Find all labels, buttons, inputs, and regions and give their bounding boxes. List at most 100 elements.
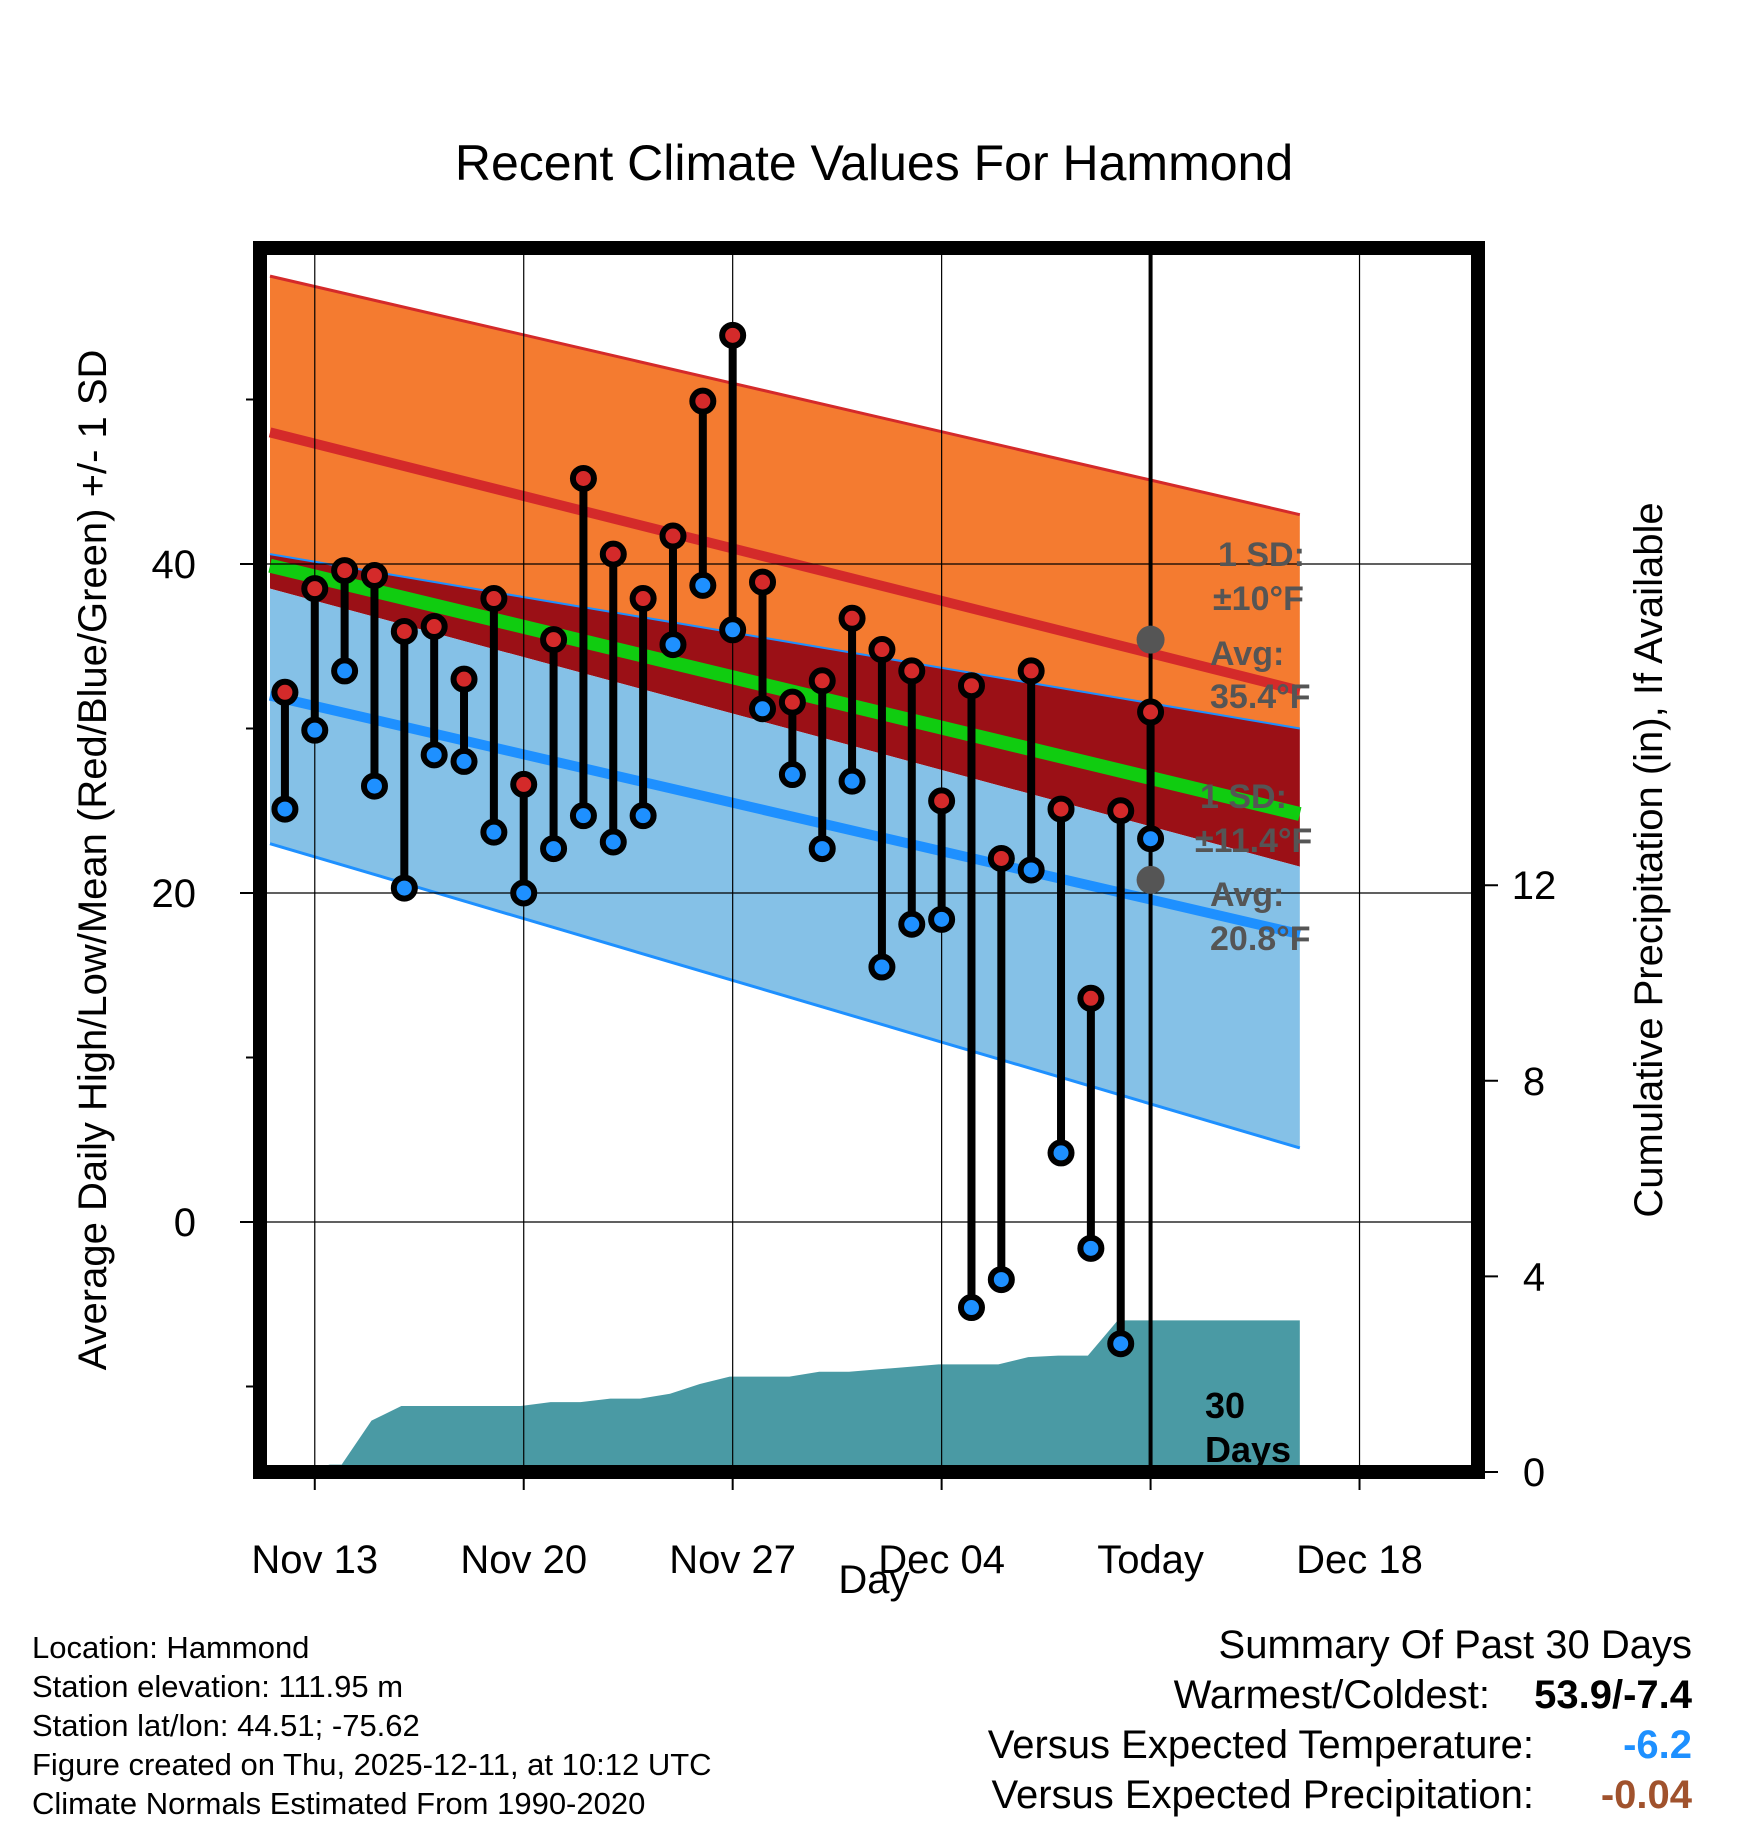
- low-marker: [719, 616, 747, 644]
- high-marker: [838, 604, 866, 632]
- summary-warmest-row: Warmest/Coldest: 53.9/-7.4: [988, 1670, 1692, 1720]
- low-marker: [689, 571, 717, 599]
- low-marker: [480, 818, 508, 846]
- low-avg-dot: [1136, 865, 1165, 894]
- low-marker: [599, 828, 627, 856]
- low-marker: [540, 835, 568, 863]
- summary-temp-row: Versus Expected Temperature: -6.2: [988, 1720, 1692, 1770]
- low-marker: [808, 835, 836, 863]
- low-marker: [659, 631, 687, 659]
- low-avg-value: 20.8°F: [1210, 920, 1311, 958]
- low-sd-band: [270, 588, 1300, 1148]
- high-marker: [360, 562, 388, 590]
- high-marker: [271, 678, 299, 706]
- y-tick-label: 20: [152, 872, 197, 916]
- low-minus-sd-line: [269, 842, 1301, 1150]
- high-marker: [1137, 698, 1165, 726]
- high-minus-sd-line: [269, 553, 1300, 730]
- precip-area: [299, 1320, 1300, 1472]
- location-text: Location: Hammond: [32, 1630, 310, 1665]
- high-marker: [778, 688, 806, 716]
- y-right-tick-label: 12: [1512, 864, 1557, 908]
- low-marker: [271, 795, 299, 823]
- chart-title: Recent Climate Values For Hammond: [455, 135, 1293, 191]
- created-text: Figure created on Thu, 2025-12-11, at 10…: [32, 1747, 712, 1782]
- high-marker: [928, 787, 956, 815]
- high-marker: [689, 387, 717, 415]
- high-sd-label: 1 SD:: [1218, 536, 1305, 574]
- low-marker: [510, 879, 538, 907]
- temp-label: Versus Expected Temperature:: [987, 1723, 1534, 1767]
- high-marker: [808, 667, 836, 695]
- high-marker: [868, 636, 896, 664]
- y-right-tick-label: 0: [1523, 1451, 1545, 1495]
- high-sd-band: [270, 276, 1300, 729]
- low-marker: [778, 761, 806, 789]
- low-marker: [928, 905, 956, 933]
- high-marker: [749, 568, 777, 596]
- high-avg-dot: [1136, 625, 1165, 654]
- high-marker: [898, 657, 926, 685]
- high-marker: [659, 522, 687, 550]
- low-avg-label: Avg:: [1210, 876, 1284, 914]
- y-tick-label: 0: [174, 1201, 196, 1245]
- low-marker: [569, 802, 597, 830]
- high-avg-line: [268, 427, 1302, 696]
- x-tick-label: Dec 04: [878, 1538, 1005, 1582]
- x-tick-label: Today: [1097, 1538, 1204, 1582]
- low-marker: [957, 1294, 985, 1322]
- low-marker: [868, 953, 896, 981]
- low-marker: [838, 767, 866, 795]
- x-tick-label: Nov 20: [460, 1538, 587, 1582]
- low-marker: [1107, 1330, 1135, 1358]
- days-word-label: Days: [1205, 1429, 1291, 1470]
- low-marker: [301, 716, 329, 744]
- precip-label: Versus Expected Precipitation:: [991, 1773, 1534, 1817]
- warmest-label: Warmest/Coldest:: [1173, 1673, 1490, 1717]
- high-marker: [420, 613, 448, 641]
- station-metadata: Location: Hammond Station elevation: 111…: [32, 1628, 712, 1823]
- high-marker: [390, 617, 418, 645]
- climate-chart: Recent Climate Values For Hammond Nov 13…: [71, 135, 1671, 1602]
- high-sd-value: ±10°F: [1213, 580, 1304, 618]
- x-tick-label: Dec 18: [1296, 1538, 1423, 1582]
- low-marker: [1017, 856, 1045, 884]
- high-marker: [987, 844, 1015, 872]
- high-marker: [1107, 797, 1135, 825]
- low-avg-line: [268, 690, 1301, 939]
- high-avg-label: Avg:: [1210, 635, 1284, 673]
- high-marker: [1077, 984, 1105, 1012]
- summary-precip-row: Versus Expected Precipitation: -0.04: [988, 1770, 1692, 1820]
- plot-frame: [253, 241, 1485, 1479]
- low-marker: [1137, 825, 1165, 853]
- y-right-tick-label: 8: [1523, 1060, 1545, 1104]
- low-sd-value: ±11.4°F: [1195, 822, 1312, 860]
- high-marker: [301, 575, 329, 603]
- low-marker: [1077, 1234, 1105, 1262]
- low-marker: [390, 874, 418, 902]
- warmest-value: 53.9/-7.4: [1534, 1673, 1692, 1717]
- low-marker: [749, 695, 777, 723]
- high-marker: [1047, 795, 1075, 823]
- high-marker: [957, 672, 985, 700]
- days-count-label: 30: [1205, 1385, 1245, 1426]
- high-marker: [450, 665, 478, 693]
- low-marker: [1047, 1139, 1075, 1167]
- high-marker: [719, 321, 747, 349]
- high-marker: [629, 585, 657, 613]
- high-marker: [480, 585, 508, 613]
- y-axis-right-label: Cumulative Precipitation (in), If Availa…: [1627, 502, 1671, 1217]
- low-marker: [898, 910, 926, 938]
- summary-panel: Summary Of Past 30 Days Warmest/Coldest:…: [988, 1620, 1692, 1820]
- low-marker: [987, 1266, 1015, 1294]
- low-marker: [629, 802, 657, 830]
- high-marker: [1017, 657, 1045, 685]
- high-avg-value: 35.4°F: [1210, 678, 1311, 716]
- normals-text: Climate Normals Estimated From 1990-2020: [32, 1786, 646, 1821]
- high-marker: [569, 464, 597, 492]
- high-marker: [331, 557, 359, 585]
- elevation-text: Station elevation: 111.95 m: [32, 1669, 404, 1704]
- y-axis-left-label: Average Daily High/Low/Mean (Red/Blue/Gr…: [71, 350, 115, 1371]
- latlon-text: Station lat/lon: 44.51; -75.62: [32, 1708, 420, 1743]
- high-plus-sd-line: [269, 274, 1301, 517]
